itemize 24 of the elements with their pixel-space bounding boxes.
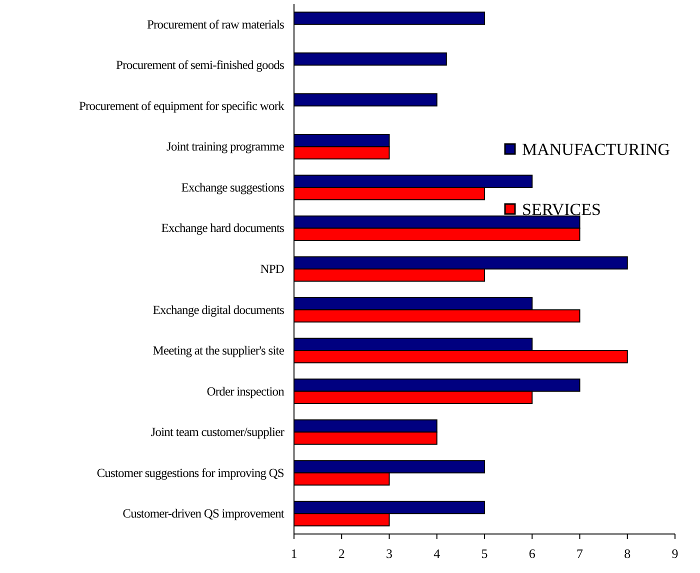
y-tick-label: Joint team customer/supplier <box>150 425 286 440</box>
x-tick-label: 3 <box>386 546 392 561</box>
legend-label: MANUFACTURING <box>522 140 670 159</box>
x-tick-label: 5 <box>481 546 488 561</box>
y-tick-label: Customer suggestions for improving QS <box>96 466 284 480</box>
x-tick-label: 9 <box>672 546 678 561</box>
y-tick-label: Customer-driven QS improvement <box>122 506 285 521</box>
y-tick-label: Procurement of equipment for specific work <box>78 98 286 113</box>
y-tick-label: Meeting at the supplier's site <box>152 344 285 358</box>
y-tick-label: Joint training programme <box>166 140 285 154</box>
x-tick-label: 6 <box>528 546 536 561</box>
legend-label: SERVICES <box>522 200 601 219</box>
x-tick-label: 4 <box>434 546 441 561</box>
x-tick-label: 1 <box>290 546 298 561</box>
y-tick-label: Exchange hard documents <box>161 221 285 236</box>
y-tick-label: Procurement of raw materials <box>146 17 285 32</box>
y-tick-label: NPD <box>260 262 284 276</box>
x-tick-label: 2 <box>338 546 345 561</box>
y-tick-label: Exchange digital documents <box>152 302 285 317</box>
y-tick-label: Order inspection <box>206 384 286 398</box>
y-tick-label: Procurement of semi-finished goods <box>116 58 285 72</box>
x-tick-label: 7 <box>576 546 584 561</box>
x-tick-label: 8 <box>624 546 631 561</box>
y-tick-label: Exchange suggestions <box>181 180 285 194</box>
